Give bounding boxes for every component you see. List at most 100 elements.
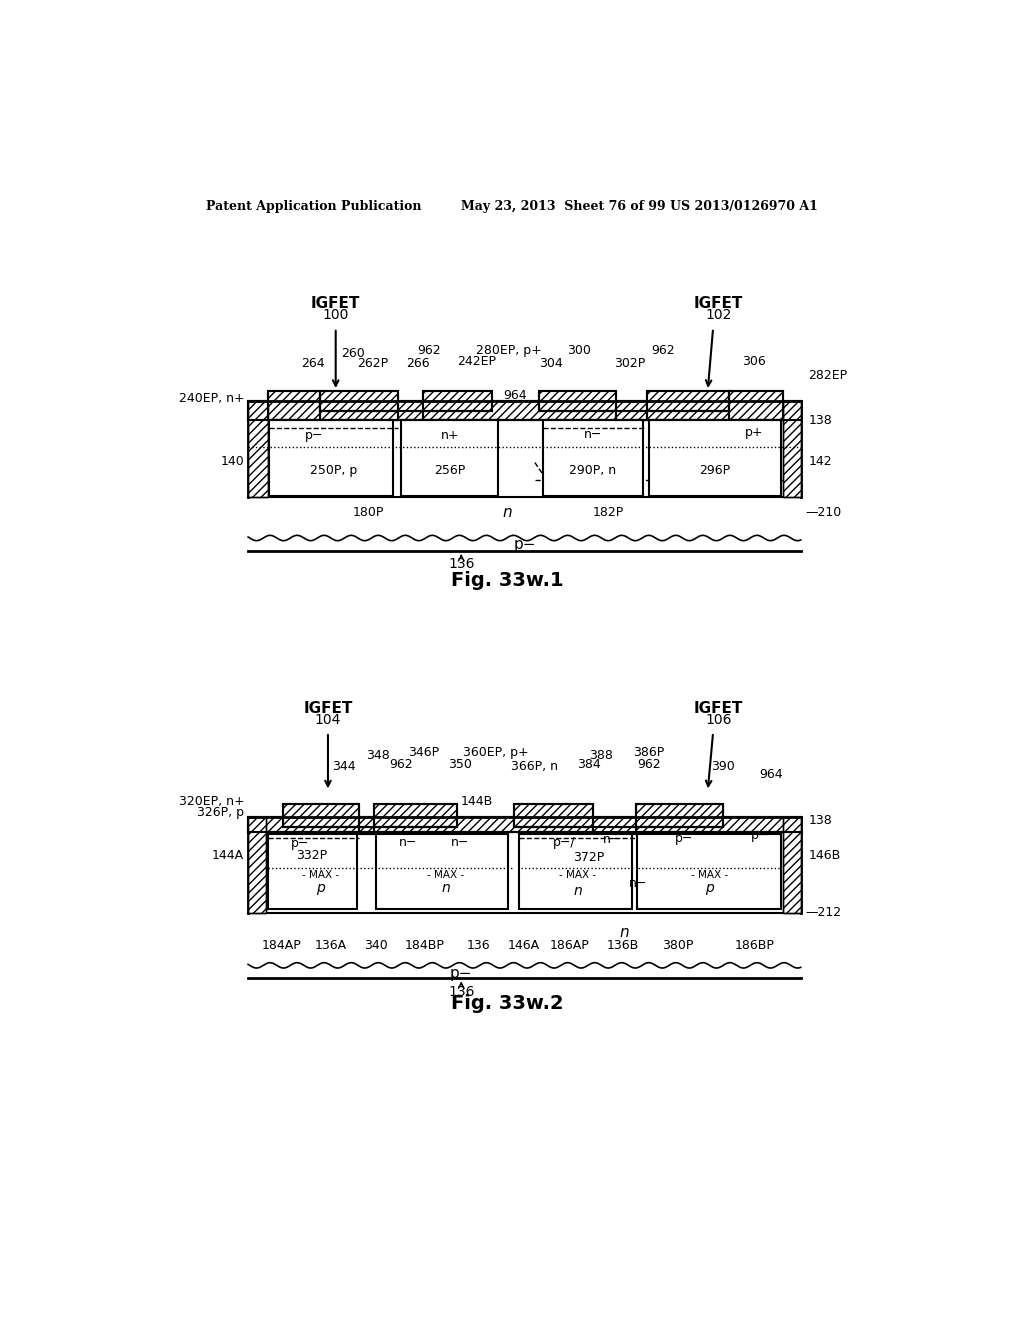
Bar: [248, 817, 266, 913]
Text: 320EP, n+: 320EP, n+: [178, 795, 245, 808]
Text: 962: 962: [389, 758, 413, 771]
Text: 290P, n: 290P, n: [569, 463, 616, 477]
Text: 326P, p: 326P, p: [198, 807, 245, 820]
Bar: [359, 826, 375, 834]
Text: n+: n+: [440, 429, 459, 442]
Bar: [283, 804, 359, 826]
Text: —212: —212: [805, 907, 842, 920]
Text: p−/: p−/: [553, 836, 575, 849]
Bar: [267, 391, 321, 420]
Text: 296P: 296P: [699, 463, 730, 477]
Bar: [269, 420, 393, 496]
Bar: [593, 826, 636, 834]
Text: 964: 964: [504, 389, 527, 403]
Text: 384: 384: [578, 758, 601, 771]
Bar: [514, 804, 593, 826]
Text: p−: p−: [675, 832, 693, 845]
Text: 306: 306: [742, 355, 766, 368]
Bar: [636, 804, 723, 826]
Text: May 23, 2013  Sheet 76 of 99: May 23, 2013 Sheet 76 of 99: [461, 199, 666, 213]
Text: 300: 300: [567, 345, 591, 358]
Bar: [783, 817, 801, 913]
Text: n: n: [620, 925, 629, 940]
Text: 344: 344: [332, 760, 355, 774]
Text: 372P: 372P: [573, 851, 605, 865]
Text: 962: 962: [637, 758, 660, 771]
Bar: [359, 826, 375, 834]
Text: 186BP: 186BP: [734, 939, 774, 952]
Bar: [267, 391, 321, 420]
Text: 380P: 380P: [663, 939, 694, 952]
Text: n: n: [441, 882, 451, 895]
Text: - MAX -: - MAX -: [427, 870, 464, 879]
Text: 180P: 180P: [352, 506, 384, 519]
Bar: [376, 834, 508, 909]
Text: 136A: 136A: [315, 939, 347, 952]
Text: p+: p+: [744, 426, 764, 440]
Text: 144A: 144A: [212, 849, 245, 862]
Text: Fig. 33w.1: Fig. 33w.1: [452, 570, 564, 590]
Bar: [637, 834, 780, 909]
Text: US 2013/0126970 A1: US 2013/0126970 A1: [671, 199, 818, 213]
Bar: [539, 391, 616, 411]
Bar: [783, 401, 801, 498]
Bar: [400, 420, 498, 496]
Text: n−: n−: [451, 836, 469, 849]
Bar: [248, 817, 801, 832]
Text: IGFET: IGFET: [303, 701, 352, 717]
Text: 106: 106: [706, 714, 732, 727]
Bar: [783, 401, 801, 498]
Bar: [248, 817, 266, 913]
Bar: [248, 401, 801, 420]
Text: n−: n−: [629, 878, 647, 890]
Text: - MAX -: - MAX -: [559, 870, 596, 879]
Text: IGFET: IGFET: [311, 296, 360, 310]
Text: 304: 304: [540, 358, 563, 371]
Text: 186AP: 186AP: [550, 939, 590, 952]
Text: 242EP: 242EP: [458, 355, 497, 368]
Bar: [397, 411, 423, 420]
Bar: [519, 834, 632, 909]
Bar: [321, 391, 397, 411]
Text: 138: 138: [809, 814, 833, 828]
Text: 348: 348: [366, 748, 389, 762]
Bar: [397, 411, 423, 420]
Text: 104: 104: [314, 714, 341, 727]
Bar: [248, 401, 267, 498]
Text: - MAX -: - MAX -: [302, 870, 339, 879]
Text: p−: p−: [751, 829, 769, 842]
Text: 102: 102: [706, 309, 732, 322]
Text: 386P: 386P: [633, 746, 665, 759]
Bar: [636, 804, 723, 826]
Text: n−: n−: [584, 428, 602, 441]
Text: —210: —210: [805, 506, 842, 519]
Text: 390: 390: [712, 760, 735, 774]
Text: 136: 136: [467, 939, 490, 952]
Text: 366P, n: 366P, n: [511, 760, 558, 774]
Bar: [593, 826, 636, 834]
Text: n−: n−: [399, 836, 418, 849]
Bar: [423, 391, 493, 411]
Text: 240EP, n+: 240EP, n+: [178, 392, 245, 405]
Text: 146A: 146A: [507, 939, 540, 952]
Text: 264: 264: [301, 358, 325, 371]
Text: IGFET: IGFET: [694, 701, 743, 717]
Text: 250P, p: 250P, p: [309, 463, 357, 477]
Text: Patent Application Publication: Patent Application Publication: [206, 199, 421, 213]
Text: 182P: 182P: [593, 506, 624, 519]
Bar: [514, 804, 593, 826]
Text: 146B: 146B: [809, 849, 841, 862]
Text: 280EP, p+: 280EP, p+: [476, 345, 542, 358]
Bar: [649, 420, 780, 496]
Text: n: n: [573, 884, 582, 899]
Text: 964: 964: [760, 768, 783, 781]
Text: 256P: 256P: [434, 463, 465, 477]
Bar: [543, 420, 643, 496]
Bar: [729, 391, 783, 420]
Text: - MAX -: - MAX -: [690, 870, 728, 879]
Bar: [647, 391, 729, 411]
Text: 332P: 332P: [296, 849, 328, 862]
Bar: [267, 834, 356, 909]
Text: 136B: 136B: [606, 939, 639, 952]
Bar: [647, 391, 729, 411]
